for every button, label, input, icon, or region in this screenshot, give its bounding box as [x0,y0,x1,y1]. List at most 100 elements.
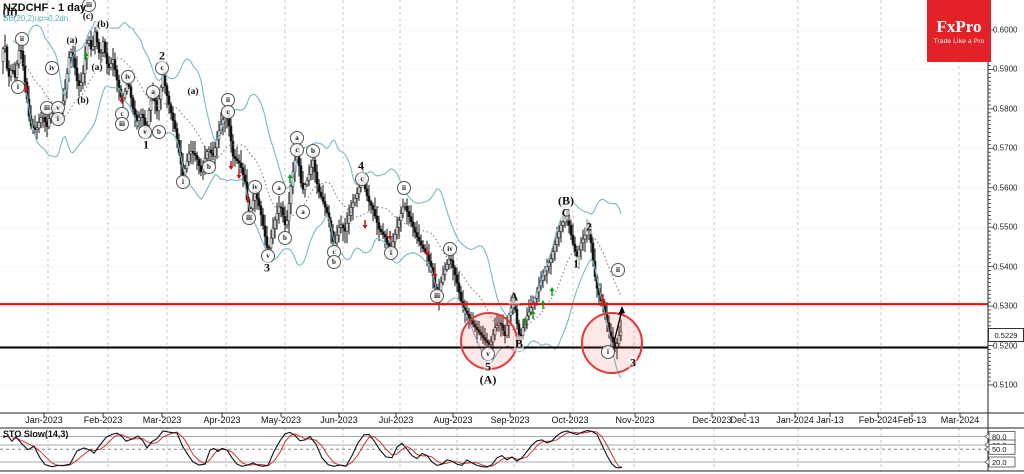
grid-layer [0,0,988,471]
wave-label-major: 4 [357,158,365,174]
wave-label-circled: c [355,172,369,186]
wave-label-circled: iv [45,61,59,75]
time-axis-label: Dec-13 [730,415,760,425]
wave-label-circled: a [272,181,286,195]
time-axis-label: Mar-2023 [142,415,182,425]
stochastic-indicator-label: STO Slow(14,3) [3,429,69,439]
svg-text:20.0: 20.0 [992,458,1007,467]
wave-label-major: A [508,289,520,305]
time-axis-label: Mar-2024 [940,415,980,425]
wave-label-major: 5 [484,359,492,375]
wave-label-circled: b [202,160,216,174]
wave-label-circled: iii [40,101,54,115]
time-axis-label: Nov-2023 [615,415,655,425]
bollinger-layer [12,20,622,378]
fxpro-logo: FxPro Trade Like a Pro [927,0,991,62]
wave-label-circled: ii [15,32,29,46]
time-axis-label: Jan-2024 [776,415,814,425]
wave-label-circled: v [481,347,495,361]
wave-label-major: (B) [557,193,575,209]
wave-label-circled: iv [248,180,262,194]
bollinger-lower-band [12,83,622,378]
time-axis-label: Jul-2023 [378,415,414,425]
wave-label: (a) [90,63,104,73]
time-axis-label: Aug-2023 [433,415,473,425]
wave-label-circled: iv [121,70,135,84]
wave-label: (c) [81,12,95,22]
stochastic-d-line [11,430,623,468]
candles-layer [1,24,623,360]
stochastic-level-tag [988,456,1016,468]
wave-label-circled: a [296,205,310,219]
wave-label-major: 1 [142,137,150,153]
wave-label-major: 3 [629,355,637,371]
price-axis-label: 0.5800 [993,104,1018,114]
price-axis-label: 0.5700 [993,143,1018,153]
time-axis-label: Oct-2023 [551,415,589,425]
stochastic-layer: 80.060.050.020.0 [0,430,1016,469]
signals-layer [23,52,606,326]
time-axis-label: Sep-2023 [490,415,530,425]
wave-label-major: 2 [585,219,593,235]
wave-label-circled: i [176,175,190,189]
wave-label: (b) [96,20,110,30]
symbol-title: NZDCHF - 1 day [3,2,87,14]
wave-label-circled: b [278,231,292,245]
time-axis-label: Jan-2023 [25,415,63,425]
wave-label-major: B [513,336,525,352]
wave-label-circled: iii [242,211,256,225]
svg-text:80.0: 80.0 [992,432,1007,441]
wave-label-circled: i [384,246,398,260]
time-axis-label: Apr-2023 [203,415,241,425]
time-axis-label: Jun-2023 [320,415,358,425]
fxpro-tagline: Trade Like a Pro [933,37,985,45]
wave-label-circled: c [221,105,235,119]
wave-label-circled: i [51,112,65,126]
wave-label-major: C [560,205,572,221]
wave-label-circled: b [152,125,166,139]
wave-label-circled: ii [397,181,411,195]
stochastic-level-tag [988,443,1016,455]
price-axis-label: 0.5100 [993,380,1018,390]
wave-label-circled: i [601,345,615,359]
wave-label-circled: i [11,80,25,94]
wave-label-circled: b [327,255,341,269]
svg-text:50.0: 50.0 [992,445,1007,454]
wave-label-circled: iii [430,289,444,303]
time-axis-label: Feb-13 [897,415,927,425]
wave-label-circled: a [146,85,160,99]
wave-label-circled: iii [115,117,129,131]
time-axis-label: Jan-13 [816,415,844,425]
wave-label-circled: iv [443,242,457,256]
projection-arrow [613,306,625,343]
wave-label-circled: ii [611,263,625,277]
time-axis-label: Dec-2023 [692,415,732,425]
wave-label-circled: b [306,144,320,158]
price-axis-label: 0.5200 [993,341,1018,351]
wave-label-major: (A) [478,372,498,388]
fxpro-brand-text: FxPro [936,16,982,36]
price-axis-label: 0.5500 [993,222,1018,232]
time-axis-label: May-2023 [260,415,302,425]
wave-label-circled: iii [82,0,96,12]
current-price-tag: 0.5229 [988,328,1024,343]
wave-label: (a) [65,36,79,46]
highlight-circles-layer [460,312,643,374]
wave-label-circled: c [290,143,304,157]
price-axis-label: 0.5400 [993,262,1018,272]
time-axis-label: Feb-2023 [83,415,123,425]
price-axis-label: 0.5900 [993,64,1018,74]
price-axis-label: 0.5300 [993,301,1018,311]
highlight-circle [581,312,643,374]
time-axis-label: Feb-2024 [858,415,898,425]
bollinger-indicator-label: BB(20,2)up=0.2dn [3,14,69,23]
wave-label-major: 1 [572,256,580,272]
hlines-layer [0,303,988,349]
stochastic-k-line [2,430,623,469]
price-axis-label: 0.6000 [993,25,1018,35]
wave-label-major: 3 [263,260,271,276]
wave-label: (a) [186,87,200,97]
